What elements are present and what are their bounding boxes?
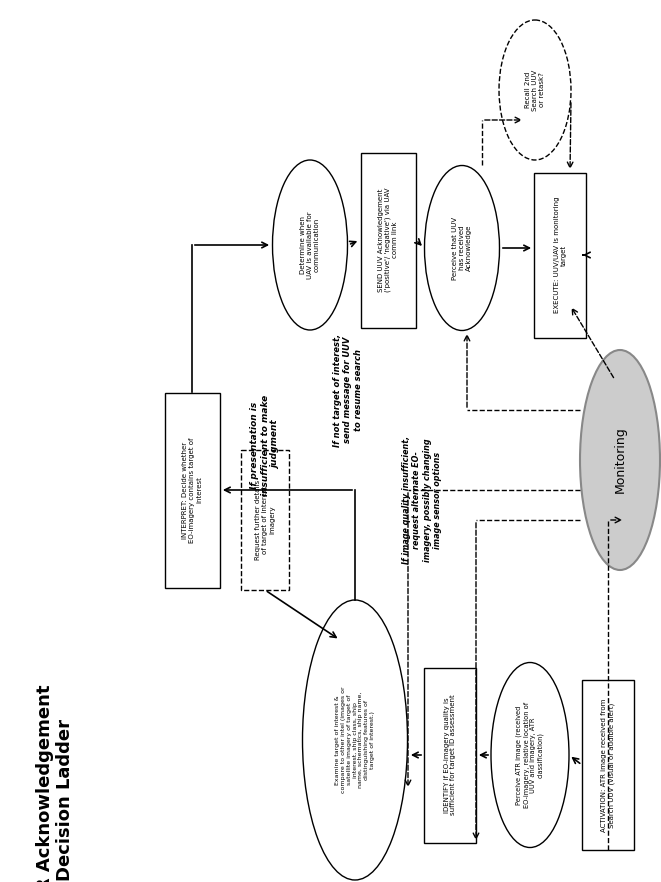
Text: INTERPRET: Decide whether
EO-imagery contains target of
interest: INTERPRET: Decide whether EO-imagery con… xyxy=(182,437,202,542)
Text: Determine when
UAV is available for
communication: Determine when UAV is available for comm… xyxy=(300,211,320,279)
Ellipse shape xyxy=(491,662,569,848)
Text: Examine target of interest &
compare to other intel (images or
satellite imagery: Examine target of interest & compare to … xyxy=(335,687,375,793)
Ellipse shape xyxy=(424,166,500,331)
Text: Recall 2nd
Search UUV
or retask?: Recall 2nd Search UUV or retask? xyxy=(525,70,545,110)
Text: ACTIVATION: ATR image received from
Search UUV (visual or audible alert): ACTIVATION: ATR image received from Sear… xyxy=(602,699,615,832)
Text: EXECUTE: UUV/UAV is monitoring
target: EXECUTE: UUV/UAV is monitoring target xyxy=(553,197,566,313)
Text: If image quality insufficient,
request alternate EO-
imagery, possibly changing
: If image quality insufficient, request a… xyxy=(402,436,442,564)
Bar xyxy=(241,450,289,590)
Text: Perceive that UUV
has received
Acknowledge: Perceive that UUV has received Acknowled… xyxy=(452,216,472,280)
Bar xyxy=(360,153,416,327)
Text: If not target of interest,
send message for UUV
to resume search: If not target of interest, send message … xyxy=(333,333,363,446)
Bar xyxy=(534,173,586,338)
Text: If presentation is
insufficient to make
judgment: If presentation is insufficient to make … xyxy=(250,394,280,496)
Ellipse shape xyxy=(580,350,660,570)
Ellipse shape xyxy=(272,160,348,330)
Ellipse shape xyxy=(499,20,571,160)
Bar xyxy=(582,680,634,850)
Text: IDENTIFY if EO-imagery quality is
sufficient for target ID assessment: IDENTIFY if EO-imagery quality is suffic… xyxy=(444,695,457,815)
Text: Monitoring: Monitoring xyxy=(613,427,627,493)
Bar xyxy=(165,392,219,587)
Text: ATR Acknowledgement
Decision Ladder: ATR Acknowledgement Decision Ladder xyxy=(36,684,75,882)
Text: SEND UUV Acknowledgement
('positive'/ 'negative') via UAV
comm link: SEND UUV Acknowledgement ('positive'/ 'n… xyxy=(377,188,398,292)
Text: Perceive ATR image (received
EO-imagery, relative location of
UUV and imagery, A: Perceive ATR image (received EO-imagery,… xyxy=(516,702,544,808)
Text: Request further details
of target of interest
imagery: Request further details of target of int… xyxy=(255,480,275,560)
Bar xyxy=(424,668,476,842)
Ellipse shape xyxy=(303,600,407,880)
